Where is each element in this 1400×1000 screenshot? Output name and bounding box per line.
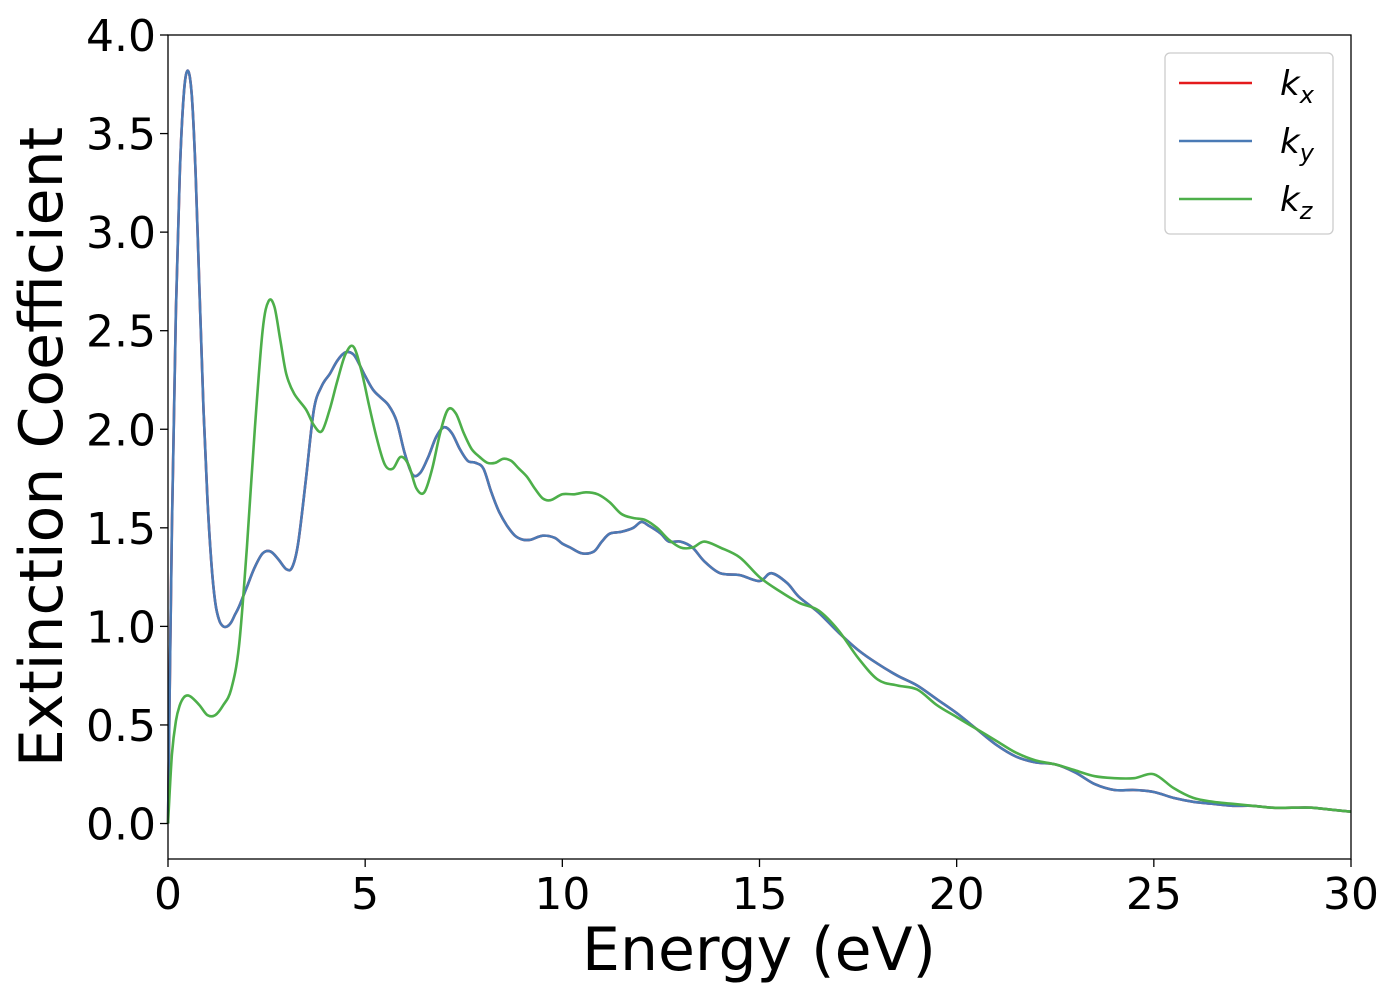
x-tick-label: 5: [351, 869, 379, 920]
y-tick-label: 1.5: [86, 504, 156, 555]
legend-box: [1164, 52, 1334, 235]
plot-lines: [166, 69, 1352, 824]
x-tick-label: 25: [1126, 869, 1182, 920]
x-tick-label: 10: [534, 869, 590, 920]
legend-label-ky: ky: [1280, 122, 1315, 167]
series-line-kz: [166, 298, 1352, 824]
legend-label-kx: kx: [1280, 64, 1315, 109]
series-line-ky: [166, 69, 1352, 824]
y-axis-ticks: 0.0 0.5 1.0 1.5 2.0 2.5 3.0 3.5 4.0: [86, 11, 168, 851]
legend-label-kz: kz: [1280, 180, 1314, 225]
y-tick-label: 4.0: [86, 11, 156, 62]
y-tick-label: 0.5: [86, 701, 156, 752]
x-tick-label: 20: [929, 869, 985, 920]
y-tick-label: 2.0: [86, 405, 156, 456]
y-tick-label: 2.5: [86, 307, 156, 358]
x-axis-ticks: 0 5 10 15 20 25 30: [154, 859, 1379, 920]
y-tick-label: 0.0: [86, 800, 156, 851]
legend: kx ky kz: [1164, 52, 1334, 235]
y-tick-label: 1.0: [86, 602, 156, 653]
y-tick-label: 3.5: [86, 110, 156, 161]
x-tick-label: 0: [154, 869, 182, 920]
y-axis-label: Extinction Coefficient: [7, 127, 77, 767]
x-tick-label: 30: [1323, 869, 1379, 920]
x-axis-label: Energy (eV): [582, 915, 936, 985]
y-tick-label: 3.0: [86, 208, 156, 259]
x-tick-label: 15: [732, 869, 788, 920]
